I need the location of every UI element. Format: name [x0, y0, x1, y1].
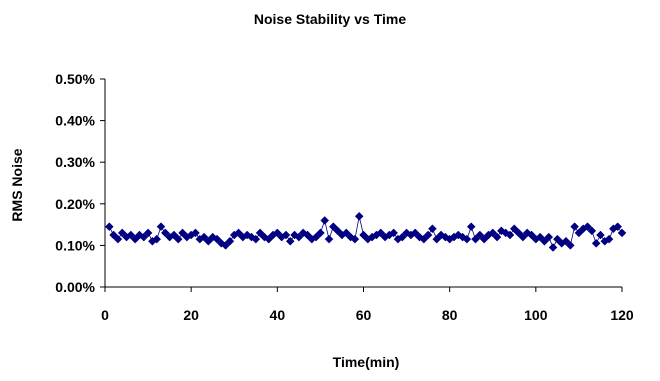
- data-point: [204, 236, 213, 246]
- data-point: [311, 232, 321, 242]
- data-point: [281, 230, 291, 240]
- data-point: [272, 228, 282, 238]
- y-tick-label: 0.10%: [55, 237, 95, 253]
- x-axis-label: Time(min): [333, 354, 400, 370]
- data-point: [596, 230, 605, 240]
- data-point: [613, 222, 623, 232]
- data-point: [488, 228, 498, 238]
- data-point: [320, 216, 330, 225]
- data-point: [199, 232, 209, 242]
- chart-title: Noise Stability vs Time: [254, 11, 406, 27]
- data-point: [604, 234, 614, 244]
- data-point: [509, 224, 519, 234]
- data-point: [535, 232, 545, 242]
- data-point: [328, 222, 338, 232]
- data-point: [518, 232, 528, 242]
- x-tick-label: 60: [356, 307, 372, 323]
- data-point: [354, 211, 364, 221]
- data-point: [553, 234, 562, 244]
- data-point: [234, 228, 243, 238]
- data-point: [294, 232, 304, 242]
- data-point: [316, 228, 325, 238]
- data-point: [514, 228, 523, 238]
- x-tick-label: 40: [270, 307, 286, 323]
- y-tick-label: 0.00%: [55, 279, 95, 295]
- data-point: [548, 243, 558, 252]
- y-tick-label: 0.50%: [55, 71, 95, 87]
- data-point: [419, 234, 429, 244]
- y-tick-label: 0.30%: [55, 154, 95, 170]
- data-point: [565, 241, 575, 250]
- data-point: [264, 234, 274, 244]
- data-point: [432, 234, 442, 244]
- data-point: [471, 234, 480, 244]
- data-point: [561, 236, 571, 246]
- x-tick-label: 20: [183, 307, 199, 323]
- data-point: [109, 230, 118, 240]
- data-point: [423, 230, 433, 240]
- data-point: [583, 222, 592, 232]
- data-point: [479, 234, 489, 244]
- data-point: [225, 236, 235, 246]
- y-tick-label: 0.40%: [55, 113, 95, 129]
- data-point: [212, 234, 222, 244]
- data-point: [574, 228, 584, 238]
- data-series: [104, 211, 627, 252]
- data-point: [492, 232, 502, 242]
- data-point: [410, 228, 420, 238]
- data-point: [462, 234, 472, 244]
- data-point: [169, 230, 179, 240]
- data-point: [221, 241, 230, 250]
- x-tick-label: 0: [101, 307, 109, 323]
- data-point: [191, 228, 200, 238]
- data-point: [113, 234, 123, 244]
- data-point: [527, 230, 536, 240]
- data-point: [251, 234, 261, 244]
- data-point: [333, 226, 343, 236]
- data-point: [397, 232, 407, 242]
- axes: [100, 78, 623, 292]
- data-point: [324, 234, 334, 244]
- data-point: [389, 228, 399, 238]
- data-point: [350, 234, 360, 244]
- data-point: [173, 234, 183, 244]
- data-point: [152, 234, 162, 244]
- y-axis-label: RMS Noise: [9, 148, 25, 221]
- data-point: [255, 228, 265, 238]
- y-tick-label: 0.20%: [55, 196, 95, 212]
- data-point: [156, 222, 166, 232]
- data-point: [428, 224, 437, 234]
- tick-labels: 0.00% 0.10% 0.20% 0.30% 0.40% 0.50% 0 20 40 60 80 1…: [55, 71, 634, 323]
- data-point: [540, 236, 549, 246]
- data-point: [587, 226, 597, 236]
- data-point: [117, 228, 127, 238]
- data-point: [126, 230, 136, 240]
- data-point: [130, 234, 140, 244]
- data-point: [178, 228, 187, 238]
- data-point: [143, 228, 153, 238]
- data-point: [139, 232, 149, 242]
- x-tick-label: 80: [442, 307, 458, 323]
- data-point: [341, 228, 351, 238]
- data-point: [591, 238, 601, 248]
- data-point: [466, 222, 476, 232]
- data-point: [544, 232, 554, 242]
- data-point: [285, 236, 295, 246]
- data-point: [475, 230, 485, 240]
- x-tick-label: 100: [524, 307, 548, 323]
- data-point: [570, 222, 579, 232]
- x-tick-label: 120: [610, 307, 634, 323]
- data-point: [505, 230, 515, 240]
- data-point: [303, 230, 312, 240]
- data-point: [160, 228, 170, 238]
- data-point: [617, 228, 627, 238]
- data-point: [376, 228, 386, 238]
- data-point: [359, 230, 368, 240]
- data-point: [104, 222, 114, 232]
